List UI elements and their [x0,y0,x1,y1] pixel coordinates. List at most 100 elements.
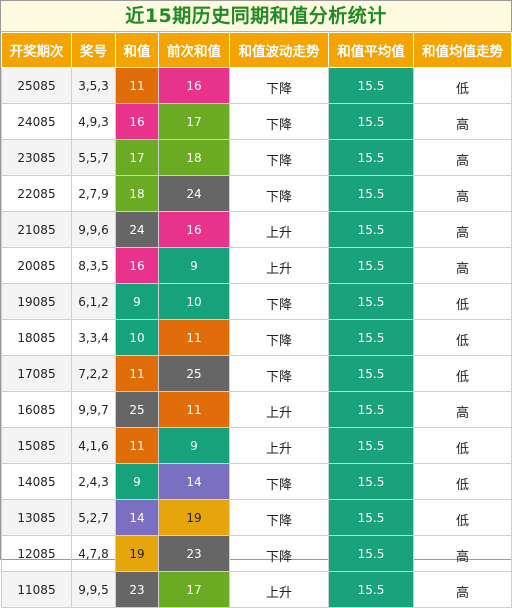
period-cell: 13085 [1,499,72,536]
average-cell: 15.5 [328,211,414,248]
trend-cell: 下降 [229,319,329,356]
prev-sum-cell: 19 [158,499,230,536]
table-body: 25085 3,5,3 11 16 下降 15.5 低 24085 4,9,3 16 17 下降 15.… [1,67,512,608]
sum-cell: 24 [115,211,159,248]
period-cell: 15085 [1,427,72,464]
sum-cell: 17 [115,139,159,176]
average-trend-cell: 高 [413,103,512,140]
period-cell: 25085 [1,67,72,104]
table-row: 25085 3,5,3 11 16 下降 15.5 低 [1,67,512,104]
table-row: 24085 4,9,3 16 17 下降 15.5 高 [1,103,512,140]
trend-cell: 下降 [229,139,329,176]
trend-cell: 上升 [229,427,329,464]
sum-cell: 16 [115,247,159,284]
average-cell: 15.5 [328,103,414,140]
period-cell: 11085 [1,571,72,608]
trend-cell: 下降 [229,535,329,572]
prev-sum-cell: 11 [158,391,230,428]
prev-sum-cell: 9 [158,427,230,464]
table-row: 20085 8,3,5 16 9 上升 15.5 高 [1,247,512,284]
prev-sum-cell: 9 [158,247,230,284]
header-sum-average: 和值平均值 [328,32,414,68]
sum-cell: 10 [115,319,159,356]
average-trend-cell: 高 [413,571,512,608]
average-cell: 15.5 [328,319,414,356]
average-cell: 15.5 [328,391,414,428]
average-trend-cell: 低 [413,319,512,356]
average-cell: 15.5 [328,499,414,536]
prev-sum-cell: 14 [158,463,230,500]
table-row: 15085 4,1,6 11 9 上升 15.5 低 [1,427,512,464]
table-row: 19085 6,1,2 9 10 下降 15.5 低 [1,283,512,320]
sum-cell: 16 [115,103,159,140]
period-cell: 19085 [1,283,72,320]
sum-cell: 25 [115,391,159,428]
table-row: 22085 2,7,9 18 24 下降 15.5 高 [1,175,512,212]
numbers-cell: 3,5,3 [71,67,116,104]
prev-sum-cell: 16 [158,211,230,248]
numbers-cell: 4,9,3 [71,103,116,140]
numbers-cell: 8,3,5 [71,247,116,284]
average-cell: 15.5 [328,427,414,464]
average-cell: 15.5 [328,247,414,284]
table-row: 14085 2,4,3 9 14 下降 15.5 低 [1,463,512,500]
numbers-cell: 5,2,7 [71,499,116,536]
table-row: 16085 9,9,7 25 11 上升 15.5 高 [1,391,512,428]
sum-cell: 18 [115,175,159,212]
period-cell: 22085 [1,175,72,212]
prev-sum-cell: 10 [158,283,230,320]
header-sum-trend: 和值波动走势 [229,32,329,68]
prev-sum-cell: 24 [158,175,230,212]
table-row: 18085 3,3,4 10 11 下降 15.5 低 [1,319,512,356]
average-trend-cell: 高 [413,175,512,212]
trend-cell: 下降 [229,103,329,140]
prev-sum-cell: 18 [158,139,230,176]
table-row: 11085 9,9,5 23 17 上升 15.5 高 [1,571,512,608]
sum-cell: 11 [115,67,159,104]
prev-sum-cell: 25 [158,355,230,392]
trend-cell: 下降 [229,355,329,392]
numbers-cell: 9,9,7 [71,391,116,428]
average-trend-cell: 低 [413,67,512,104]
table-row: 17085 7,2,2 11 25 下降 15.5 低 [1,355,512,392]
average-trend-cell: 低 [413,283,512,320]
numbers-cell: 2,7,9 [71,175,116,212]
trend-cell: 下降 [229,283,329,320]
prev-sum-cell: 17 [158,571,230,608]
average-cell: 15.5 [328,283,414,320]
average-cell: 15.5 [328,139,414,176]
trend-cell: 上升 [229,211,329,248]
average-trend-cell: 低 [413,499,512,536]
average-trend-cell: 低 [413,427,512,464]
trend-cell: 上升 [229,391,329,428]
sum-cell: 19 [115,535,159,572]
header-period: 开奖期次 [1,32,72,68]
header-numbers: 奖号 [71,32,116,68]
average-cell: 15.5 [328,67,414,104]
numbers-cell: 4,7,8 [71,535,116,572]
trend-cell: 上升 [229,571,329,608]
table-row: 21085 9,9,6 24 16 上升 15.5 高 [1,211,512,248]
prev-sum-cell: 16 [158,67,230,104]
numbers-cell: 4,1,6 [71,427,116,464]
sum-cell: 9 [115,283,159,320]
period-cell: 20085 [1,247,72,284]
sum-cell: 14 [115,499,159,536]
average-cell: 15.5 [328,175,414,212]
numbers-cell: 5,5,7 [71,139,116,176]
average-trend-cell: 低 [413,463,512,500]
sum-cell: 11 [115,427,159,464]
average-cell: 15.5 [328,355,414,392]
trend-cell: 下降 [229,67,329,104]
prev-sum-cell: 23 [158,535,230,572]
period-cell: 23085 [1,139,72,176]
numbers-cell: 9,9,5 [71,571,116,608]
header-prev-sum: 前次和值 [158,32,230,68]
period-cell: 21085 [1,211,72,248]
period-cell: 14085 [1,463,72,500]
numbers-cell: 6,1,2 [71,283,116,320]
numbers-cell: 7,2,2 [71,355,116,392]
numbers-cell: 2,4,3 [71,463,116,500]
period-cell: 12085 [1,535,72,572]
